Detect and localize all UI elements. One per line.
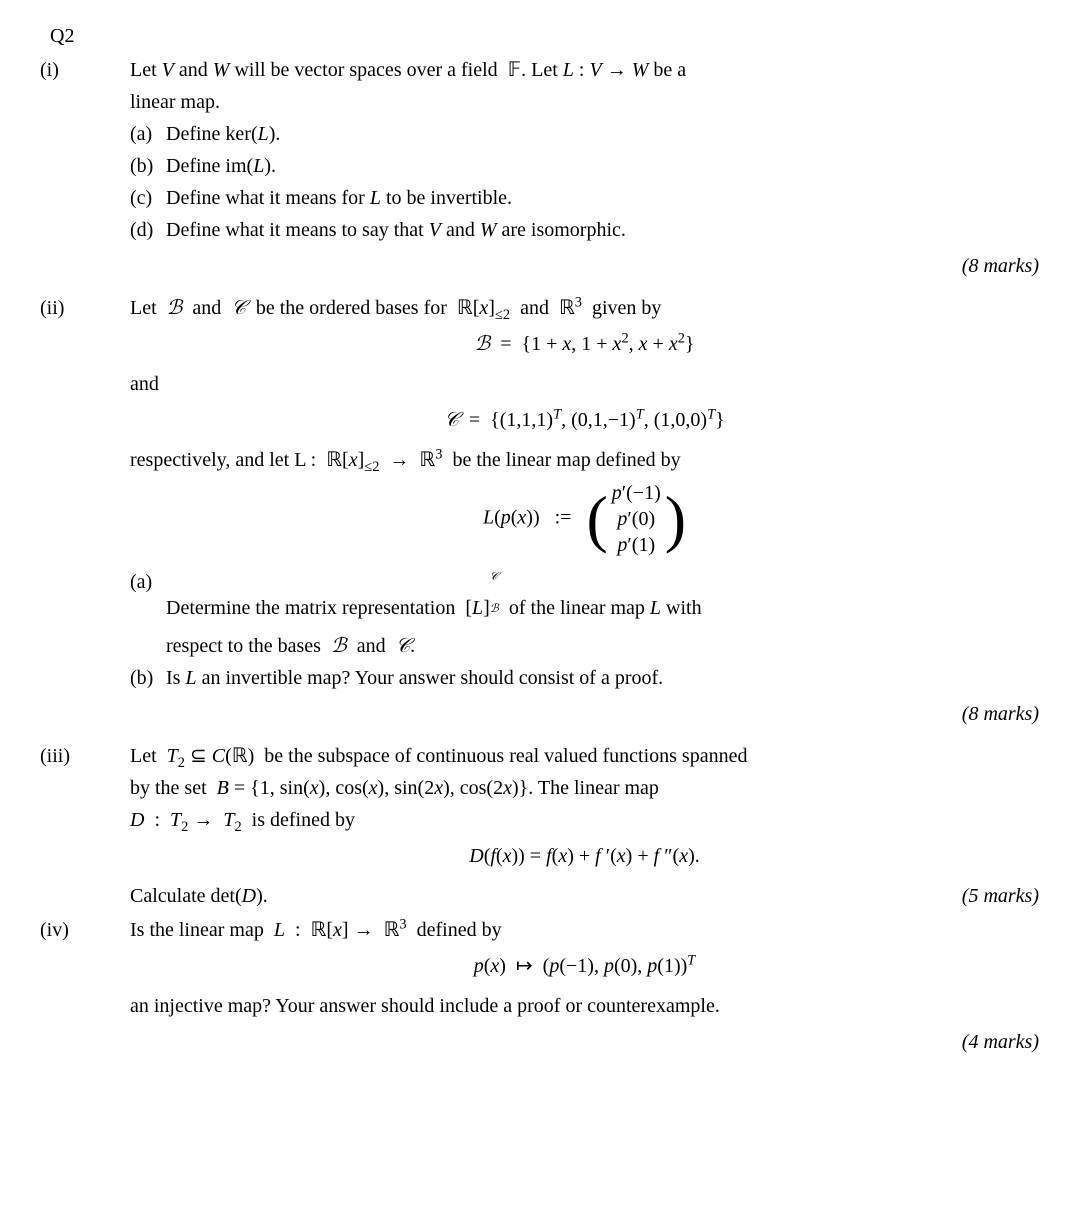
part-ii-b-label: (b) [130, 662, 166, 694]
part-iii-calc-row: Calculate det(D). (5 marks) [130, 880, 1039, 912]
part-i-d: (d) Define what it means to say that V a… [130, 214, 1039, 246]
part-i-a: (a) Define ker(L). [130, 118, 1039, 150]
part-i-row: (i) Let V and W will be vector spaces ov… [40, 54, 1039, 290]
part-ii-marks: (8 marks) [130, 698, 1039, 730]
part-ii-a-label: (a) [130, 566, 166, 598]
part-i-intro2: linear map. [130, 86, 1039, 118]
part-iii-content: Let T2 ⊆ C(ℝ) be the subspace of continu… [130, 740, 1039, 912]
part-ii-row: (ii) Let ℬ and 𝒞 be the ordered bases fo… [40, 292, 1039, 738]
question-number: Q2 [40, 20, 140, 52]
part-i-b-text: Define im(L). [166, 150, 276, 182]
question-number-row: Q2 [40, 20, 1039, 52]
part-i-label: (i) [40, 54, 130, 86]
part-iii-label: (iii) [40, 740, 130, 772]
part-iv-row: (iv) Is the linear map L : ℝ[x] → ℝ3 def… [40, 914, 1039, 1066]
part-i-c-text: Define what it means for L to be inverti… [166, 182, 512, 214]
part-iii-line2: by the set B = {1, sin(x), cos(x), sin(2… [130, 772, 1039, 804]
part-i-intro: Let V and W will be vector spaces over a… [130, 54, 1039, 86]
part-iv-marks: (4 marks) [130, 1026, 1039, 1058]
part-iii-eq: D(f(x)) = f(x) + f ′(x) + f ″(x). [130, 840, 1039, 872]
part-iii-line1: Let T2 ⊆ C(ℝ) be the subspace of continu… [130, 740, 1039, 772]
part-i-d-label: (d) [130, 214, 166, 246]
part-i-c-label: (c) [130, 182, 166, 214]
part-ii-and: and [130, 368, 1039, 400]
part-iv-line1: Is the linear map L : ℝ[x] → ℝ3 defined … [130, 914, 1039, 946]
part-ii-eq2: 𝒞 = {(1,1,1)T, (0,1,−1)T, (1,0,0)T} [130, 404, 1039, 436]
part-i-d-text: Define what it means to say that V and W… [166, 214, 626, 246]
part-ii-label: (ii) [40, 292, 130, 324]
part-iv-content: Is the linear map L : ℝ[x] → ℝ3 defined … [130, 914, 1039, 1066]
part-i-c: (c) Define what it means for L to be inv… [130, 182, 1039, 214]
part-i-marks: (8 marks) [130, 250, 1039, 282]
part-i-b: (b) Define im(L). [130, 150, 1039, 182]
part-ii-a-text: Determine the matrix representation [L]𝒞… [166, 566, 702, 662]
part-ii-a: (a) Determine the matrix representation … [130, 566, 1039, 662]
part-iv-label: (iv) [40, 914, 130, 946]
part-iii-calc: Calculate det(D). [130, 880, 962, 912]
part-ii-line1: Let ℬ and 𝒞 be the ordered bases for ℝ[x… [130, 292, 1039, 324]
part-iii-line3: D : T2 → T2 is defined by [130, 804, 1039, 836]
part-i-a-label: (a) [130, 118, 166, 150]
part-ii-content: Let ℬ and 𝒞 be the ordered bases for ℝ[x… [130, 292, 1039, 738]
part-iii-marks: (5 marks) [962, 880, 1039, 912]
part-i-content: Let V and W will be vector spaces over a… [130, 54, 1039, 290]
part-ii-b-text: Is L an invertible map? Your answer shou… [166, 662, 663, 694]
part-i-b-label: (b) [130, 150, 166, 182]
part-iii-row: (iii) Let T2 ⊆ C(ℝ) be the subspace of c… [40, 740, 1039, 912]
part-i-a-text: Define ker(L). [166, 118, 280, 150]
part-ii-eq3: L(p(x)) := ( p′(−1) p′(0) p′(1) ) [130, 480, 1039, 558]
part-iv-eq: p(x) ↦ (p(−1), p(0), p(1))T [130, 950, 1039, 982]
part-ii-line2: respectively, and let L : ℝ[x]≤2 → ℝ3 be… [130, 444, 1039, 476]
part-iv-line2: an injective map? Your answer should inc… [130, 990, 1039, 1022]
part-ii-b: (b) Is L an invertible map? Your answer … [130, 662, 1039, 694]
part-ii-eq1: ℬ = {1 + x, 1 + x2, x + x2} [130, 328, 1039, 360]
